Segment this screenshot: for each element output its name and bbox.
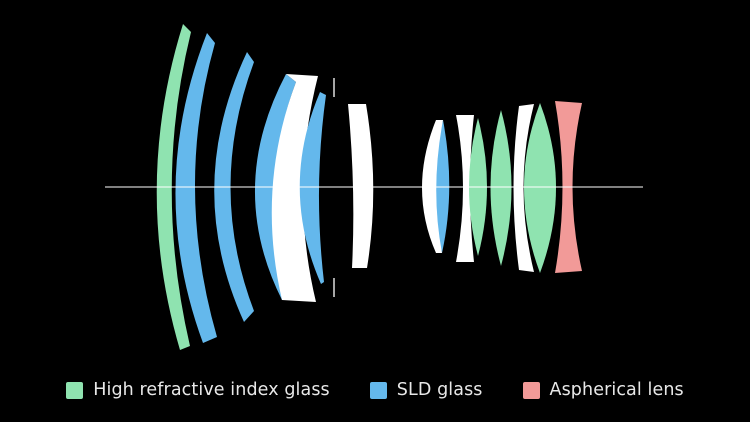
legend-item-sld-glass: SLD glass xyxy=(369,380,483,400)
legend-item-high-refractive-index-glass: High refractive index glass xyxy=(66,380,330,400)
lens-element-3 xyxy=(214,52,254,322)
lens-element-10 xyxy=(456,115,474,262)
legend-swatch-aspherical-lens xyxy=(522,381,540,399)
lens-element-2 xyxy=(175,33,217,343)
legend-label-aspherical-lens: Aspherical lens xyxy=(549,380,684,400)
lens-element-5 xyxy=(271,74,318,302)
lens-element-7 xyxy=(348,104,374,268)
lens-element-6 xyxy=(299,92,326,284)
lens-element-12 xyxy=(490,110,512,266)
lens-element-14 xyxy=(524,103,556,273)
lens-element-1 xyxy=(156,24,191,350)
legend: High refractive index glass SLD glass As… xyxy=(0,374,750,406)
legend-swatch-sld-glass xyxy=(369,381,387,399)
legend-item-aspherical-lens: Aspherical lens xyxy=(522,380,684,400)
legend-swatch-high-refractive-index-glass xyxy=(66,381,84,399)
legend-label-high-refractive-index-glass: High refractive index glass xyxy=(93,380,330,400)
lens-element-13 xyxy=(513,104,534,272)
legend-label-sld-glass: SLD glass xyxy=(396,380,483,400)
